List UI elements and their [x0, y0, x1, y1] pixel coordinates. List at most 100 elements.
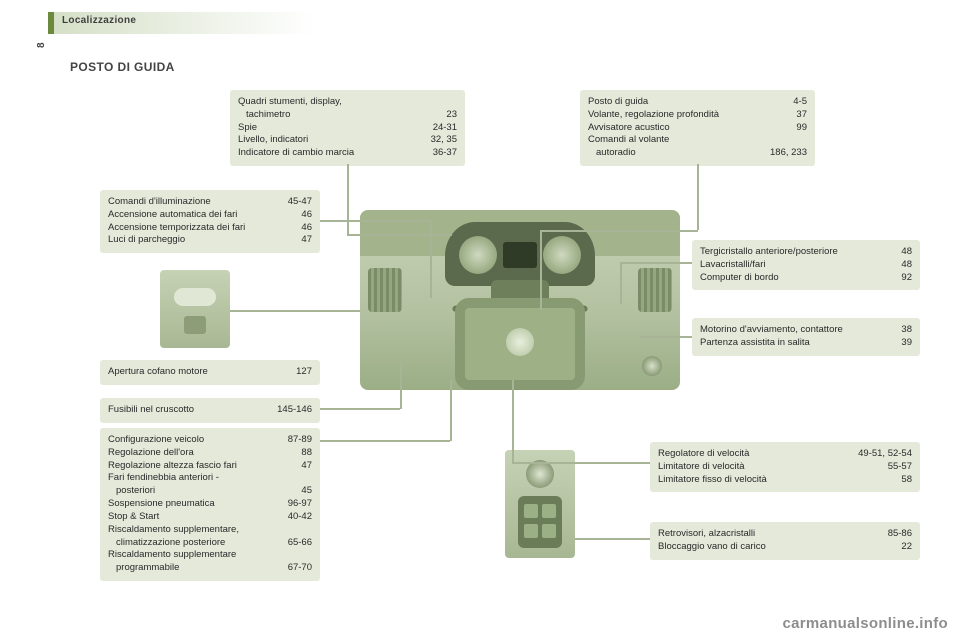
section-title: POSTO DI GUIDA — [70, 60, 175, 74]
info-page: 145-146 — [274, 404, 312, 417]
info-row: Tergicristallo anteriore/posteriore48 — [700, 246, 912, 259]
info-page: 48 — [874, 259, 912, 272]
info-row: Regolazione dell'ora88 — [108, 447, 312, 460]
info-page: 186, 233 — [769, 147, 807, 160]
box-lighting: Comandi d'illuminazione45-47Accensione a… — [100, 190, 320, 253]
info-row: tachimetro23 — [238, 109, 457, 122]
info-page: 38 — [874, 324, 912, 337]
info-row: Retrovisori, alzacristalli85-86 — [658, 528, 912, 541]
page-number: 8 — [36, 42, 47, 48]
info-row: autoradio186, 233 — [588, 147, 807, 160]
info-label: Retrovisori, alzacristalli — [658, 528, 866, 541]
info-label: Posto di guida — [588, 96, 761, 109]
leader-line — [347, 164, 349, 234]
info-label: Spie — [238, 122, 411, 135]
info-page: 24-31 — [419, 122, 457, 135]
info-page: 127 — [274, 366, 312, 379]
info-label: Volante, regolazione profondità — [588, 109, 761, 122]
info-page: 40-42 — [274, 511, 312, 524]
box-driving-position: Posto di guida4-5Volante, regolazione pr… — [580, 90, 815, 166]
info-row: Regolazione altezza fascio fari47 — [108, 460, 312, 473]
info-label: Stop & Start — [108, 511, 266, 524]
info-page: 58 — [874, 474, 912, 487]
info-label: Luci di parcheggio — [108, 234, 266, 247]
leader-line — [320, 408, 400, 410]
watermark: carmanualsonline.info — [783, 615, 949, 632]
info-page: 92 — [874, 272, 912, 285]
leader-line — [640, 336, 692, 338]
leader-line — [512, 462, 650, 464]
info-label: posteriori — [108, 485, 266, 498]
header-section-label: Localizzazione — [62, 15, 136, 26]
info-page: 49-51, 52-54 — [858, 448, 912, 461]
leader-line — [697, 164, 699, 230]
info-label: Riscaldamento supplementare — [108, 549, 266, 562]
info-page: 48 — [874, 246, 912, 259]
info-row: Comandi al volante — [588, 134, 807, 147]
info-row: Comandi d'illuminazione 45-47 — [108, 196, 312, 209]
info-row: Accensione temporizzata dei fari46 — [108, 222, 312, 235]
info-row: climatizzazione posteriore 65-66 — [108, 537, 312, 550]
box-mirrors: Retrovisori, alzacristalli85-86Bloccaggi… — [650, 522, 920, 560]
window-switch-inset — [505, 450, 575, 558]
info-label: Partenza assistita in salita — [700, 337, 866, 350]
leader-line — [620, 262, 692, 264]
info-page: 67-70 — [274, 562, 312, 575]
info-page: 32, 35 — [419, 134, 457, 147]
info-page — [419, 96, 457, 109]
info-row: Quadri stumenti, display, — [238, 96, 457, 109]
info-label: Regolatore di velocità — [658, 448, 850, 461]
info-page: 65-66 — [274, 537, 312, 550]
info-row: Limitatore fisso di velocità 58 — [658, 474, 912, 487]
leader-line — [512, 380, 514, 463]
info-page — [274, 472, 312, 485]
info-row: Posto di guida4-5 — [588, 96, 807, 109]
info-label: Sospensione pneumatica — [108, 498, 266, 511]
info-label: Lavacristalli/fari — [700, 259, 866, 272]
leader-line — [620, 262, 622, 304]
info-row: Indicatore di cambio marcia 36-37 — [238, 147, 457, 160]
info-page: 45 — [274, 485, 312, 498]
info-label: Fusibili nel cruscotto — [108, 404, 266, 417]
info-page: 37 — [769, 109, 807, 122]
info-label: Comandi d'illuminazione — [108, 196, 266, 209]
leader-line — [450, 380, 452, 441]
info-page: 87-89 — [274, 434, 312, 447]
info-label: Fari fendinebbia anteriori - — [108, 472, 266, 485]
info-row: Limitatore di velocità55-57 — [658, 461, 912, 474]
info-page: 36-37 — [419, 147, 457, 160]
info-row: Motorino d'avviamento, contattore38 — [700, 324, 912, 337]
leader-line — [575, 538, 650, 540]
box-fuses: Fusibili nel cruscotto 145-146 — [100, 398, 320, 423]
box-instruments: Quadri stumenti, display,tachimetro23Spi… — [230, 90, 465, 166]
info-row: Livello, indicatori 32, 35 — [238, 134, 457, 147]
info-label: Limitatore fisso di velocità — [658, 474, 866, 487]
box-starter: Motorino d'avviamento, contattore38Parte… — [692, 318, 920, 356]
leader-line — [430, 220, 432, 298]
box-config: Configurazione veicolo 87-89Regolazione d… — [100, 428, 320, 581]
info-row: Avvisatore acustico99 — [588, 122, 807, 135]
info-label: Apertura cofano motore — [108, 366, 266, 379]
dashboard-illustration — [360, 210, 680, 390]
info-row: Bloccaggio vano di carico22 — [658, 541, 912, 554]
info-row: Partenza assistita in salita 39 — [700, 337, 912, 350]
leader-line — [400, 360, 402, 409]
info-row: Regolatore di velocità 49-51, 52-54 — [658, 448, 912, 461]
page-header: Localizzazione — [48, 12, 960, 34]
info-page: 39 — [874, 337, 912, 350]
info-row: posteriori 45 — [108, 485, 312, 498]
info-row: Stop & Start 40-42 — [108, 511, 312, 524]
info-page — [274, 524, 312, 537]
info-label: climatizzazione posteriore — [108, 537, 266, 550]
info-page: 45-47 — [274, 196, 312, 209]
info-label: Indicatore di cambio marcia — [238, 147, 411, 160]
info-row: Fari fendinebbia anteriori - — [108, 472, 312, 485]
leader-line — [347, 234, 452, 236]
info-row: Configurazione veicolo 87-89 — [108, 434, 312, 447]
info-label: Comandi al volante — [588, 134, 761, 147]
info-row: Volante, regolazione profondità 37 — [588, 109, 807, 122]
info-label: Configurazione veicolo — [108, 434, 266, 447]
box-cruise: Regolatore di velocità49-51, 52-54Limita… — [650, 442, 920, 492]
info-page: 55-57 — [874, 461, 912, 474]
info-label: Livello, indicatori — [238, 134, 411, 147]
